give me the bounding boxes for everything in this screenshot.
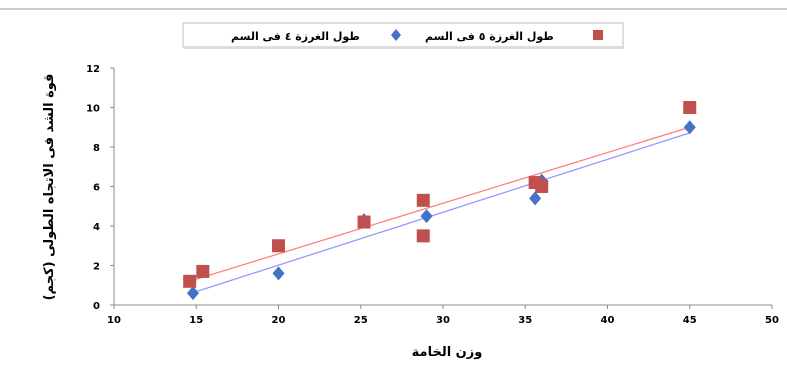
legend-marker-diamond (391, 29, 401, 41)
data-point-diamond (683, 120, 696, 135)
x-tick-label: 25 (354, 315, 368, 326)
y-tick-label: 10 (86, 104, 100, 115)
data-point-square (357, 215, 371, 229)
x-tick-label: 35 (518, 315, 532, 326)
x-tick-label: 20 (272, 315, 286, 326)
plot-area: 0 2 4 6 8 10 12 10 15 20 25 30 35 40 45 50 (86, 64, 779, 326)
data-point-square (416, 193, 430, 207)
data-point-square (416, 229, 430, 243)
data-point-square (683, 101, 697, 114)
legend: طول الغرزة ٥ فى السم طول الغرزة ٤ فى الس… (182, 22, 624, 49)
y-axis-title: قوة الشد فى الاتجاه الطولى (كجم) (42, 74, 57, 301)
y-tick-label: 6 (93, 183, 100, 194)
trendline-series-2 (189, 126, 690, 282)
x-tick-label: 15 (189, 315, 203, 326)
y-tick-label: 4 (93, 222, 100, 233)
y-tick-label: 8 (93, 143, 100, 154)
y-tick-label: 12 (86, 64, 100, 75)
data-point-square (535, 180, 549, 193)
data-point-diamond (186, 286, 199, 301)
x-tick-label: 10 (107, 315, 121, 326)
legend-label-series-2: طول الغرزة ٥ فى السم (425, 30, 554, 43)
x-tick-label: 45 (683, 315, 697, 326)
x-tick-label: 40 (601, 315, 615, 326)
data-point-square (272, 239, 285, 253)
legend-label-series-1: طول الغرزة ٤ فى السم (231, 30, 360, 43)
data-point-diamond (420, 209, 433, 224)
x-tick-label: 50 (765, 315, 779, 326)
trendline-series-1 (192, 132, 690, 294)
data-point-square (183, 274, 197, 288)
x-tick-label: 30 (436, 315, 450, 326)
y-tick-label: 0 (93, 301, 100, 312)
legend-marker-square (593, 30, 603, 40)
x-axis-title: وزن الخامة (412, 345, 483, 360)
data-point-diamond (272, 266, 285, 281)
data-point-diamond (529, 191, 542, 206)
y-tick-label: 2 (93, 262, 100, 273)
data-point-square (196, 264, 210, 278)
